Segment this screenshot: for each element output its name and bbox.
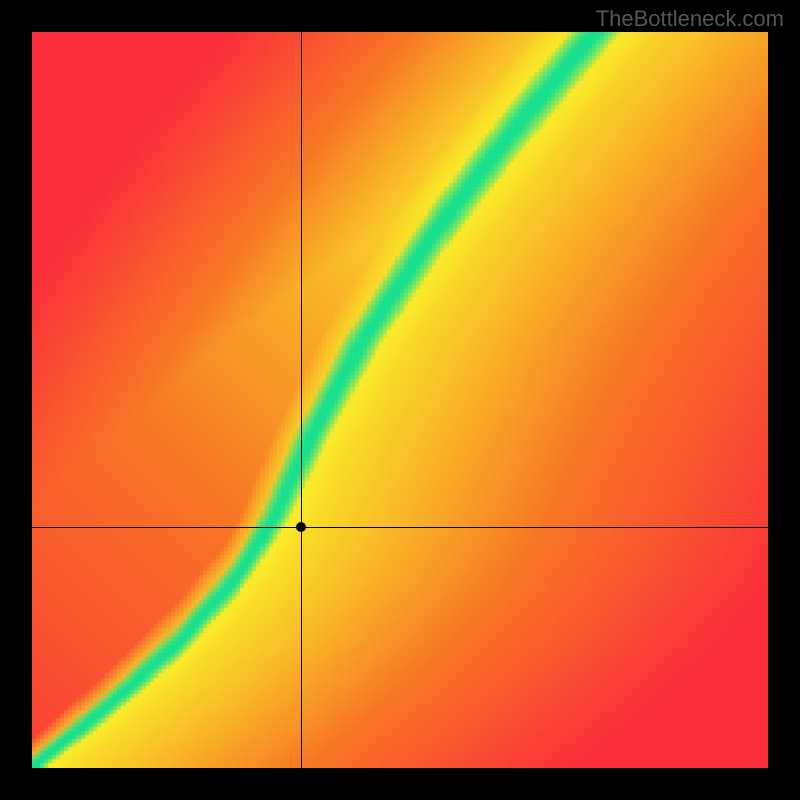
data-point-marker xyxy=(296,522,306,532)
watermark-text: TheBottleneck.com xyxy=(596,6,784,32)
crosshair-vertical xyxy=(301,32,302,768)
chart-container: TheBottleneck.com xyxy=(0,0,800,800)
heatmap-canvas xyxy=(32,32,768,768)
crosshair-horizontal xyxy=(32,527,768,528)
plot-area xyxy=(32,32,768,768)
